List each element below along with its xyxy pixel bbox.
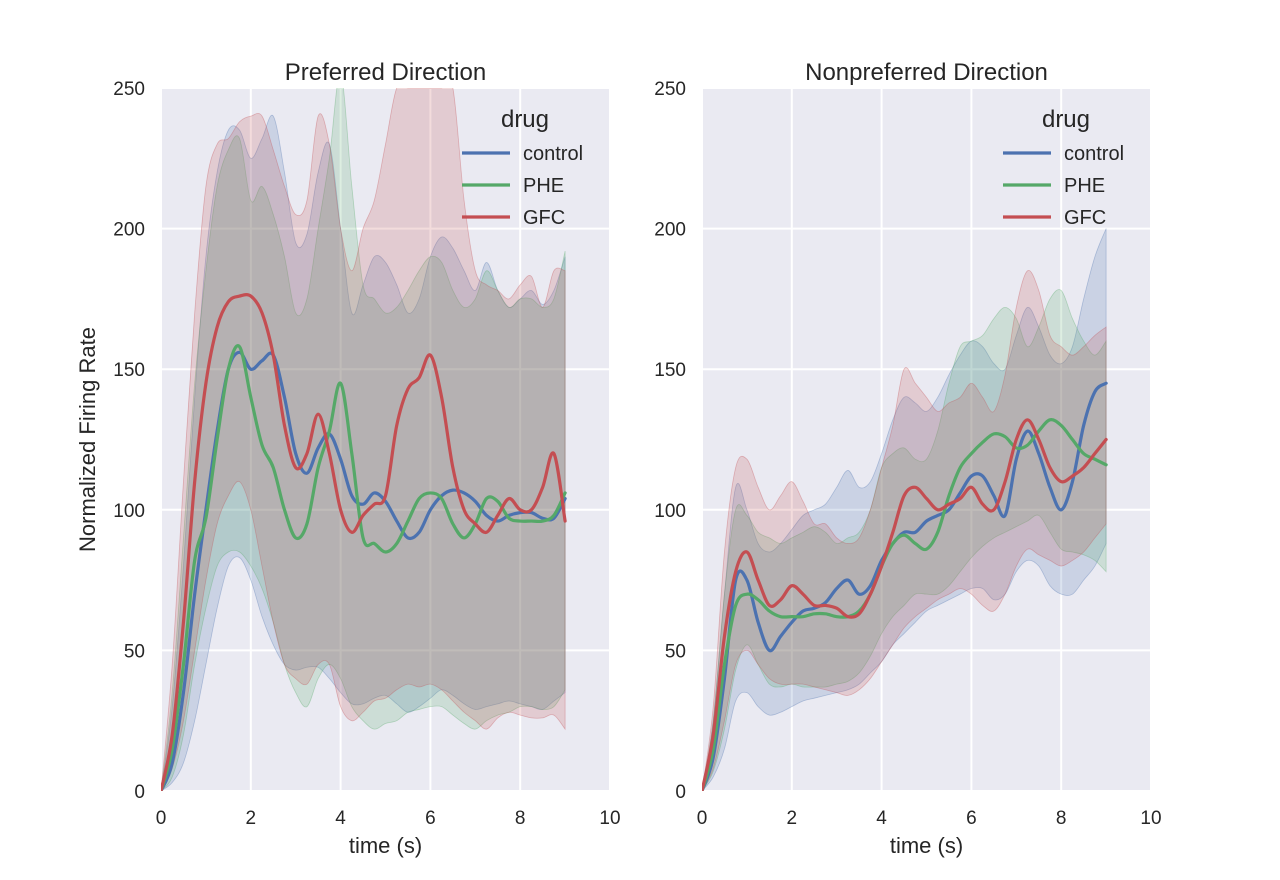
legend-items: control PHE GFC [1003,143,1124,229]
legend-label-phe: PHE [1064,175,1105,197]
y-tick-label: 250 [113,79,145,100]
line-phe [702,418,1108,791]
y-tick-label: 100 [654,501,686,522]
line-gfc [702,418,1108,791]
y-tick-labels: 0 50 100 150 200 250 [654,79,686,803]
gridlines [160,87,611,792]
x-tick-labels: 0 2 4 6 8 10 [156,808,621,829]
x-tick-label: 4 [876,808,887,829]
y-axis-label: Normalized Firing Rate [75,327,100,552]
legend-label-control: control [1064,143,1124,165]
band-control [161,114,566,791]
x-tick-label: 8 [515,808,526,829]
chart-title: Nonpreferred Direction [805,59,1048,86]
chart-panel-nonpreferred: 0 2 4 6 8 10 0 50 100 150 200 250 Nonpreferred Dir… [654,59,1161,858]
series-lines [702,381,1108,791]
x-tick-label: 6 [966,808,977,829]
chart-panel-preferred: 0 2 4 6 8 10 0 50 100 150 200 250 Preferred Direct… [75,59,621,858]
x-tick-label: 10 [599,808,620,829]
y-tick-label: 150 [113,360,145,381]
y-tick-label: 0 [675,782,686,803]
y-tick-label: 100 [113,501,145,522]
y-tick-labels: 0 50 100 150 200 250 [113,79,145,803]
line-gfc [161,293,567,791]
x-tick-label: 0 [697,808,708,829]
x-tick-label: 10 [1140,808,1161,829]
legend-title: drug [1042,106,1090,133]
chart-title: Preferred Direction [285,59,486,86]
x-tick-label: 2 [246,808,257,829]
x-tick-label: 4 [335,808,346,829]
legend: drug control PHE GFC [462,106,583,229]
x-tick-label: 0 [156,808,167,829]
x-tick-label: 2 [787,808,798,829]
y-tick-label: 150 [654,360,686,381]
legend-label-gfc: GFC [1064,207,1106,229]
y-tick-label: 250 [654,79,686,100]
band-phe [702,289,1107,791]
band-gfc [161,88,566,791]
band-control [702,228,1107,791]
y-tick-label: 50 [665,641,686,662]
x-axis-label: time (s) [349,833,422,858]
confidence-bands [161,88,566,791]
plot-background [161,88,610,791]
line-phe [161,344,567,791]
x-tick-label: 6 [425,808,436,829]
legend-title: drug [501,106,549,133]
legend-label-phe: PHE [523,175,564,197]
series-lines [161,293,567,791]
legend-items: control PHE GFC [462,143,583,229]
y-tick-label: 0 [134,782,145,803]
x-tick-label: 8 [1056,808,1067,829]
legend: drug control PHE GFC [1003,106,1124,229]
y-tick-label: 200 [654,220,686,241]
y-tick-label: 50 [124,641,145,662]
gridlines [701,87,1152,792]
plot-background [702,88,1151,791]
legend-label-control: control [523,143,583,165]
band-phe [161,88,566,791]
legend-label-gfc: GFC [523,207,565,229]
x-axis-label: time (s) [890,833,963,858]
y-tick-label: 200 [113,220,145,241]
line-control [702,381,1108,791]
x-tick-labels: 0 2 4 6 8 10 [697,808,1162,829]
